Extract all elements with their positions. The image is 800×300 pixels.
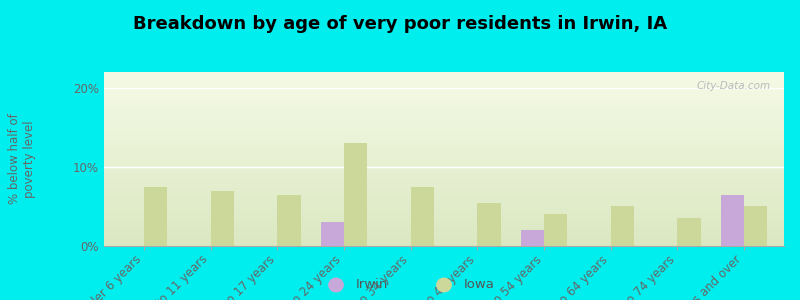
Text: Iowa: Iowa [464, 278, 495, 292]
Bar [678, 218, 701, 246]
Text: Irwin: Irwin [356, 278, 388, 292]
Bar [478, 202, 501, 246]
Bar [321, 222, 344, 246]
Bar [410, 187, 434, 246]
Bar [610, 206, 634, 246]
Bar [210, 190, 234, 246]
Bar [521, 230, 544, 246]
Text: City-Data.com: City-Data.com [696, 81, 770, 91]
Text: Breakdown by age of very poor residents in Irwin, IA: Breakdown by age of very poor residents … [133, 15, 667, 33]
Bar [744, 206, 767, 246]
Bar [144, 187, 167, 246]
Text: % below half of
poverty level: % below half of poverty level [8, 114, 36, 204]
Bar [721, 195, 744, 246]
Bar [344, 143, 367, 246]
Bar [278, 195, 301, 246]
Bar [544, 214, 567, 246]
